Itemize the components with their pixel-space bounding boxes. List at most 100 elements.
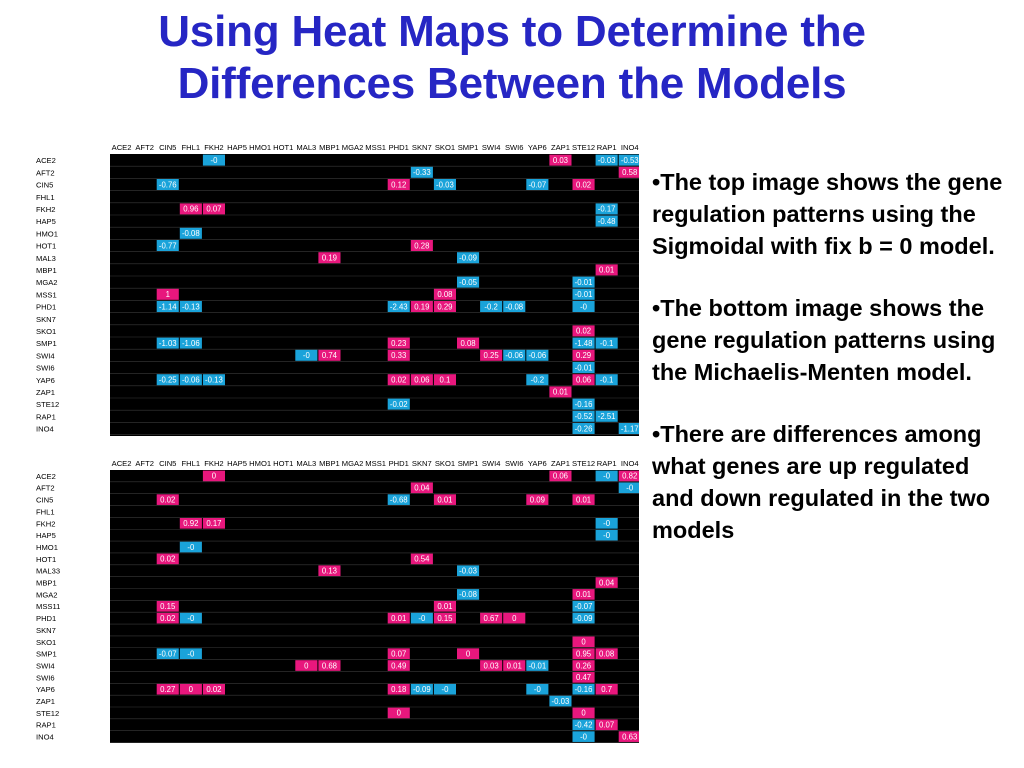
heatmap-cell-value: -0.06	[528, 351, 546, 360]
heatmap-cell-value: -0.03	[436, 180, 454, 189]
heatmap-cell	[202, 518, 225, 529]
heatmap-row-label: PHD1	[36, 303, 56, 312]
heatmap-column-label: MGA2	[342, 143, 364, 152]
heatmap-cell	[503, 301, 526, 312]
heatmap-column-label: CIN5	[159, 143, 176, 152]
heatmap-cell-value: -1.14	[159, 302, 177, 311]
heatmap-cell	[572, 374, 595, 386]
heatmap-cell	[480, 660, 503, 671]
heatmap-cell-value: 0.95	[576, 649, 592, 658]
heatmap-cell-value: 0.06	[576, 375, 591, 384]
heatmap-row-label: HOT1	[36, 555, 56, 564]
heatmap-cell	[387, 494, 410, 505]
heatmap-cell	[433, 179, 456, 190]
heatmap-cell-value: 0.09	[530, 495, 545, 504]
heatmap-cell-value: 0.12	[391, 180, 406, 189]
heatmap-cell-value: 0.07	[391, 649, 406, 658]
heatmap-cell-value: -0.1	[600, 339, 613, 348]
heatmap-row-label: ACE2	[36, 472, 56, 481]
heatmap-cell-value: 0.01	[437, 602, 452, 611]
heatmap-cell-value: -0.48	[598, 217, 616, 226]
heatmap-cell	[179, 203, 202, 215]
heatmap-cell	[387, 374, 410, 386]
heatmap-cell	[595, 374, 618, 386]
heatmap-cell-value: -0.09	[575, 614, 593, 623]
heatmap-cell	[179, 337, 202, 349]
heatmap-column-label: MGA2	[342, 459, 364, 468]
heatmap-row-label: CIN5	[36, 496, 53, 505]
heatmap-cell-value: 0.07	[599, 721, 614, 730]
heatmap-cell-value: -0	[580, 302, 588, 311]
heatmap-cell	[410, 683, 433, 695]
heatmap-cell	[503, 612, 526, 624]
heatmap-cell	[433, 683, 456, 695]
heatmap-cell-value: 0.54	[414, 555, 430, 564]
heatmap-cell-value: -0	[187, 649, 195, 658]
heatmap-cell-value: 0.01	[553, 388, 568, 397]
heatmap-cell	[156, 240, 179, 251]
heatmap-cell	[433, 612, 456, 624]
heatmap-cell	[480, 612, 503, 624]
heatmap-row-label: SMP1	[36, 650, 57, 659]
heatmap-cell-value: 0.17	[206, 519, 221, 528]
heatmap-cell-value: 0.15	[160, 602, 176, 611]
heatmap-cell	[179, 612, 202, 624]
heatmap-cell-value: 0.02	[391, 375, 406, 384]
heatmap-cell-value: -0.17	[598, 205, 616, 214]
heatmap-cell-value: 0.19	[322, 253, 337, 262]
heatmap-cell	[503, 349, 526, 361]
heatmap-cell-value: 0.63	[622, 732, 637, 741]
heatmap-column-label: PHD1	[389, 459, 409, 468]
heatmap-cell-value: 0.02	[160, 495, 175, 504]
heatmap-cell-value: -1.48	[575, 339, 593, 348]
heatmap-cell	[618, 470, 639, 482]
heatmap-cell-value: 0	[581, 638, 586, 647]
heatmap-cell	[572, 349, 595, 361]
heatmap-cell-value: -0.03	[552, 697, 570, 706]
heatmap-cell	[618, 731, 639, 742]
heatmap-cell	[202, 374, 225, 386]
heatmap-cell	[572, 589, 595, 600]
heatmap-cell	[179, 227, 202, 239]
heatmap-cell-value: -0.01	[575, 363, 593, 372]
heatmap-cell	[572, 494, 595, 505]
heatmap-column-label: SWI4	[482, 459, 501, 468]
heatmap-cell-value: 0	[512, 614, 517, 623]
heatmap-column-label: MSS1	[365, 459, 386, 468]
heatmap-row-label: YAP6	[36, 685, 55, 694]
heatmap-column-label: MAL3	[296, 459, 316, 468]
heatmap-cell-value: -0.2	[531, 375, 544, 384]
heatmap-cell-value: -0	[580, 732, 588, 741]
heatmap-cell-value: -0	[187, 614, 195, 623]
heatmap-cell	[572, 288, 595, 300]
heatmap-cell	[595, 203, 618, 215]
heatmap-cell	[295, 349, 318, 361]
heatmap-column-label: SKO1	[435, 143, 455, 152]
heatmap-cell	[410, 482, 433, 494]
heatmap-row-label-band	[33, 456, 110, 743]
heatmap-row-label: FHL1	[36, 193, 55, 202]
heatmap-cell	[549, 470, 572, 482]
heatmap-column-label: STE12	[572, 143, 595, 152]
heatmap-column-label: YAP6	[528, 143, 547, 152]
heatmap-cell-value: -0.07	[575, 602, 593, 611]
heatmap-cell	[595, 470, 618, 482]
heatmap-cell	[595, 529, 618, 541]
heatmap-row-label: MSS11	[36, 602, 60, 611]
heatmap-cell-value: -0.07	[159, 649, 177, 658]
heatmap-row-label: FHL1	[36, 507, 55, 516]
bullet-item: •There are differences among what genes …	[652, 421, 991, 543]
heatmap-cell-value: 0.08	[460, 339, 475, 348]
heatmap-cell-value: 0.02	[160, 614, 175, 623]
heatmap-cell	[295, 660, 318, 671]
heatmap-cell	[572, 337, 595, 349]
heatmap-row-label: MGA2	[36, 278, 58, 287]
heatmap-cell-value: 0.07	[206, 205, 221, 214]
heatmap-cell	[572, 362, 595, 373]
heatmap-cell	[572, 719, 595, 731]
heatmap-cell	[387, 398, 410, 410]
heatmap-cell	[595, 154, 618, 166]
heatmap-cell	[202, 203, 225, 215]
heatmap-cell	[387, 349, 410, 361]
heatmap-cell	[156, 337, 179, 349]
